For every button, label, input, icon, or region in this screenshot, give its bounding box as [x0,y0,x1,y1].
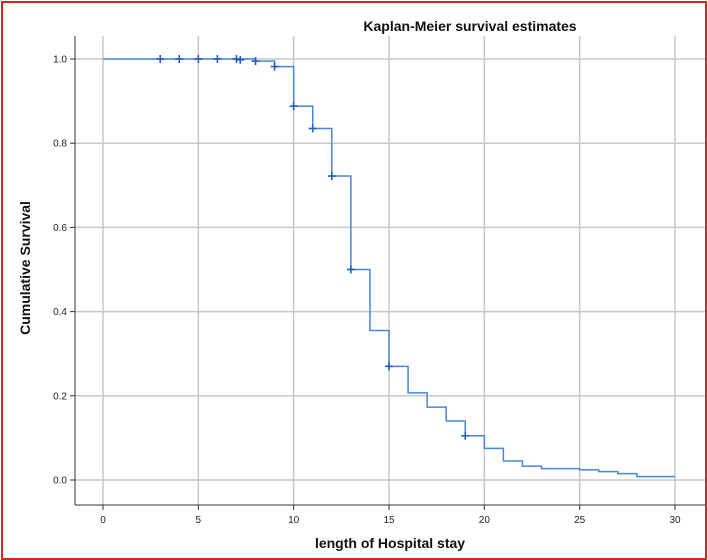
x-axis-title: length of Hospital stay [315,535,465,551]
censor-marks [156,55,470,440]
censor-mark [385,362,393,371]
axes [70,36,705,510]
x-tick-label: 20 [479,515,491,526]
censor-mark [175,55,184,63]
censor-mark [213,55,222,63]
plot-area [75,36,705,505]
y-tick-label: 0.8 [53,139,67,150]
x-tick-label: 5 [196,515,202,526]
censor-mark [308,124,317,133]
censor-mark [270,62,279,71]
chart-title: Kaplan-Meier survival estimates [363,18,576,34]
x-tick-label: 15 [383,515,395,526]
x-tick-label: 10 [288,515,300,526]
tick-labels: 0 5 10 15 20 25 30 0.0 0.2 0.4 0.6 0.8 1.0 [53,55,681,527]
x-tick-label: 0 [100,515,106,526]
censor-mark [327,172,336,181]
censor-mark [461,431,470,440]
y-tick-label: 0.4 [53,307,67,318]
censor-mark [346,265,355,274]
y-tick-label: 0.6 [53,223,67,234]
censor-mark [232,55,241,63]
survival-step-line [103,58,675,478]
y-tick-label: 1.0 [53,55,67,66]
censor-mark [236,55,245,64]
x-tick-label: 25 [574,515,586,526]
x-tick-label: 30 [669,515,681,526]
y-tick-label: 0.2 [53,391,67,402]
survival-series [103,58,675,478]
y-tick-label: 0.0 [53,476,67,487]
censor-mark [289,102,298,111]
censor-mark [251,57,260,66]
y-axis-title: Cumulative Survival [17,201,33,335]
censor-mark [194,55,203,63]
censor-mark [156,55,165,63]
